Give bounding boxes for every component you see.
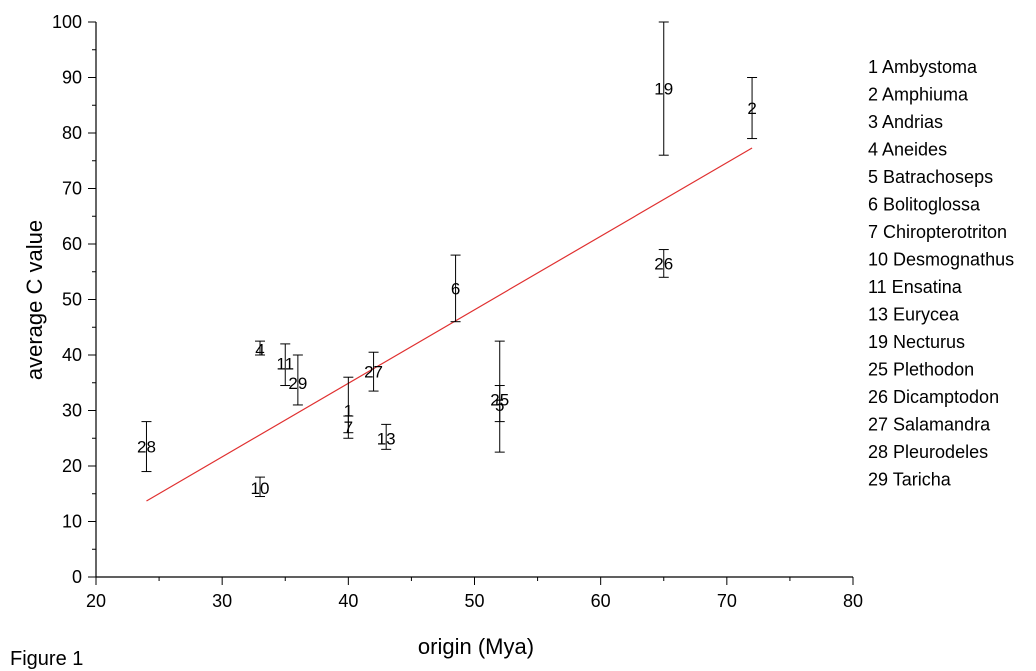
x-tick-label: 50 <box>464 591 484 611</box>
data-point-13: 13 <box>377 423 396 450</box>
data-point-29: 29 <box>288 354 307 406</box>
data-point-28: 28 <box>137 421 156 473</box>
legend-entry: 11 Ensatina <box>868 277 963 297</box>
data-point-25: 25 <box>490 340 509 453</box>
x-tick-label: 60 <box>591 591 611 611</box>
point-label: 10 <box>251 479 270 498</box>
point-label: 25 <box>490 390 509 409</box>
x-tick-label: 80 <box>843 591 863 611</box>
y-tick-label: 40 <box>62 345 82 365</box>
legend-entry: 3 Andrias <box>868 112 943 132</box>
point-label: 27 <box>364 363 383 382</box>
y-tick-label: 90 <box>62 68 82 88</box>
point-label: 19 <box>654 80 673 99</box>
x-tick-label: 30 <box>212 591 232 611</box>
axes: 20 30 40 50 60 70 80 0 10 20 30 40 50 60 70 80 90 100 <box>52 12 863 611</box>
point-label: 2 <box>747 99 756 118</box>
y-tick-label: 70 <box>62 179 82 199</box>
x-axis-title: origin (Mya) <box>418 634 534 659</box>
y-tick-label: 100 <box>52 12 82 32</box>
data-point-11: 11 <box>276 343 294 387</box>
y-tick-label: 10 <box>62 512 82 532</box>
legend-entry: 10 Desmognathus <box>868 250 1014 270</box>
point-label: 6 <box>451 279 460 298</box>
y-tick-label: 60 <box>62 234 82 254</box>
y-tick-label: 20 <box>62 456 82 476</box>
legend-entry: 29 Taricha <box>868 470 952 490</box>
x-tick-label: 40 <box>338 591 358 611</box>
legend-entry: 28 Pleurodeles <box>868 442 988 462</box>
point-label: 28 <box>137 438 156 457</box>
legend-entry: 26 Dicamptodon <box>868 387 999 407</box>
point-label: 7 <box>344 418 353 437</box>
y-tick-label: 30 <box>62 401 82 421</box>
point-label: 1 <box>344 402 353 421</box>
legend-entry: 1 Ambystoma <box>868 57 978 77</box>
x-tick-label: 70 <box>717 591 737 611</box>
point-label: 29 <box>288 374 307 393</box>
point-label: 4 <box>255 340 264 359</box>
legend-entry: 19 Necturus <box>868 332 965 352</box>
data-point-27: 27 <box>364 351 383 392</box>
x-tick-label: 20 <box>86 591 106 611</box>
y-tick-label: 50 <box>62 290 82 310</box>
data-point-2: 2 <box>747 77 758 140</box>
point-label: 13 <box>377 429 396 448</box>
y-axis-title: average C value <box>22 220 47 380</box>
legend-entry: 7 Chiropterotriton <box>868 222 1007 242</box>
data-point-7: 7 <box>343 415 354 439</box>
data-point-6: 6 <box>450 254 461 323</box>
data-point-26: 26 <box>654 249 673 278</box>
legend-entry: 6 Bolitoglossa <box>868 195 981 215</box>
data-point-4: 4 <box>255 340 266 359</box>
legend: 1 Ambystoma 2 Amphiuma 3 Andrias 4 Aneides 5… <box>868 57 1014 490</box>
legend-entry: 13 Eurycea <box>868 305 960 325</box>
legend-entry: 4 Aneides <box>868 140 947 160</box>
y-tick-label: 0 <box>72 567 82 587</box>
point-label: 26 <box>654 254 673 273</box>
legend-entry: 27 Salamandra <box>868 415 991 435</box>
data-point-10: 10 <box>251 476 270 498</box>
trendline-group <box>146 147 753 502</box>
legend-entry: 2 Amphiuma <box>868 85 969 105</box>
legend-entry: 25 Plethodon <box>868 360 974 380</box>
data-point-19: 19 <box>654 21 673 156</box>
y-tick-label: 80 <box>62 123 82 143</box>
legend-entry: 5 Batrachoseps <box>868 167 993 187</box>
trendline <box>146 147 753 502</box>
point-label: 11 <box>276 354 294 373</box>
